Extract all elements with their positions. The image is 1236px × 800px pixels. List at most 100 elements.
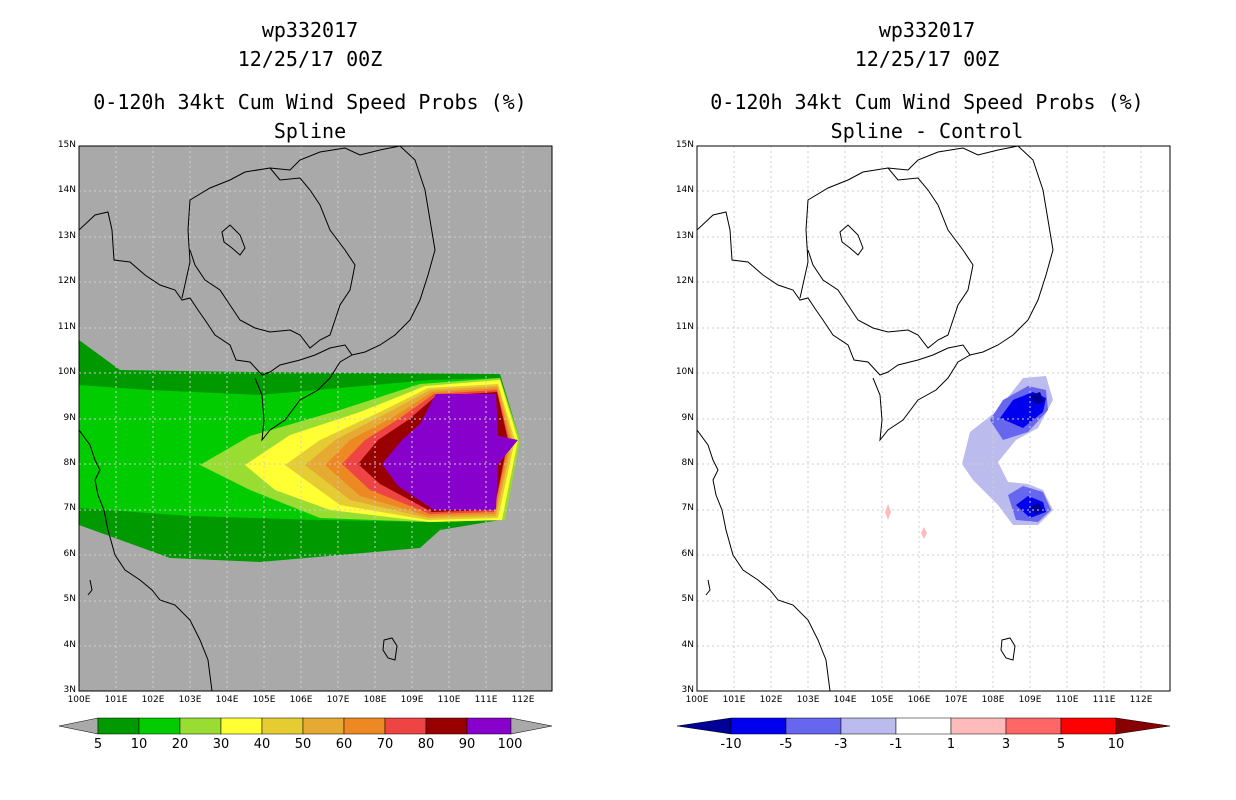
- left-lon-label: 106E: [289, 695, 313, 705]
- right-coastlines: [697, 146, 1054, 691]
- left-lat-label: 13N: [57, 230, 76, 241]
- right-colorbar-high-arrow: [1115, 717, 1171, 735]
- left-colorbar-label: 50: [294, 737, 312, 752]
- left-colorbar-swatch-30: [220, 717, 263, 735]
- left-lon-label: 112E: [511, 695, 535, 705]
- right-lat-label: 7N: [681, 503, 694, 514]
- left-colorbar-label: 60: [335, 737, 353, 752]
- left-lon-label: 103E: [178, 695, 202, 705]
- right-gridlines: [697, 146, 1170, 691]
- left-colorbar-high-arrow: [510, 717, 553, 735]
- left-colorbar-swatch-10: [138, 717, 181, 735]
- right-colorbar-swatch-plus5: [1060, 717, 1117, 735]
- left-title-product: 0-120h 34kt Cum Wind Speed Probs (%): [93, 90, 527, 114]
- left-gridlines: [79, 146, 552, 691]
- left-map: [58, 145, 553, 735]
- right-map: [676, 145, 1171, 735]
- right-lon-label: 100E: [685, 695, 709, 705]
- right-lat-label: 5N: [681, 594, 694, 605]
- diff-contour-minus10: [1028, 392, 1044, 404]
- right-lon-label: 103E: [796, 695, 820, 705]
- left-colorbar-swatch-100: [466, 717, 512, 735]
- right-title-storm-id: wp332017: [878, 18, 976, 42]
- right-subtitle: Spline - Control: [830, 119, 1024, 143]
- left-lon-label: 107E: [326, 695, 350, 705]
- left-lat-label: 14N: [57, 185, 76, 196]
- left-lat-label: 11N: [57, 321, 76, 332]
- right-lon-label: 106E: [907, 695, 931, 705]
- right-lat-label: 6N: [681, 548, 694, 559]
- right-colorbar-label: -1: [889, 737, 903, 752]
- left-colorbar-label: 80: [417, 737, 435, 752]
- left-colorbar-swatch-20: [179, 717, 222, 735]
- left-lat-label: 5N: [63, 594, 76, 605]
- left-colorbar-label: 20: [171, 737, 189, 752]
- right-lon-label: 109E: [1018, 695, 1042, 705]
- left-lon-label: 110E: [437, 695, 461, 705]
- left-colorbar-swatch-60: [343, 717, 386, 735]
- left-colorbar-swatch-80: [425, 717, 468, 735]
- left-lat-label: 7N: [63, 503, 76, 514]
- right-lon-label: 108E: [981, 695, 1005, 705]
- right-colorbar-label: -3: [834, 737, 848, 752]
- right-lat-label: 8N: [681, 457, 694, 468]
- left-colorbar-label: 30: [212, 737, 230, 752]
- right-lon-label: 107E: [944, 695, 968, 705]
- right-lon-label: 102E: [759, 695, 783, 705]
- right-colorbar-swatch-plus3: [1005, 717, 1062, 735]
- left-colorbar-low-arrow: [58, 717, 99, 735]
- right-colorbar-label: 1: [946, 737, 956, 752]
- right-lon-label: 104E: [833, 695, 857, 705]
- left-colorbar-swatch-40: [261, 717, 304, 735]
- left-colorbar-label: 100: [497, 737, 523, 752]
- left-title-datetime: 12/25/17 00Z: [237, 47, 383, 71]
- left-lon-label: 101E: [104, 695, 128, 705]
- left-coastlines: [79, 146, 436, 691]
- right-colorbar-swatch-minus1: [840, 717, 897, 735]
- right-lat-label: 4N: [681, 639, 694, 650]
- left-lon-label: 108E: [363, 695, 387, 705]
- left-title-block: wp332017 12/25/17 00Z 0-120h 34kt Cum Wi…: [60, 16, 560, 146]
- left-lon-label: 100E: [67, 695, 91, 705]
- left-colorbar-swatch-70: [384, 717, 427, 735]
- left-lon-label: 111E: [474, 695, 498, 705]
- right-lon-label: 101E: [722, 695, 746, 705]
- left-colorbar-label: 90: [458, 737, 476, 752]
- left-lon-label: 104E: [215, 695, 239, 705]
- right-lat-label: 3N: [681, 685, 694, 695]
- right-lat-label: 13N: [675, 230, 694, 241]
- left-lon-label: 105E: [252, 695, 276, 705]
- right-lat-label: 15N: [675, 140, 694, 150]
- left-lat-label: 4N: [63, 639, 76, 650]
- right-lon-label: 105E: [870, 695, 894, 705]
- left-colorbar-label: 40: [253, 737, 271, 752]
- right-colorbar-label: -10: [720, 737, 742, 752]
- right-lat-label: 11N: [675, 321, 694, 332]
- right-map-border: [696, 145, 1171, 692]
- left-colorbar: [58, 717, 553, 735]
- right-colorbar-swatch-zero: [895, 717, 952, 735]
- left-colorbar-swatch-50: [302, 717, 345, 735]
- left-lat-label: 9N: [63, 412, 76, 423]
- left-lat-label: 6N: [63, 548, 76, 559]
- left-colorbar-label: 70: [376, 737, 394, 752]
- diff-contour-plus1-b: [921, 527, 927, 539]
- right-lat-label: 9N: [681, 412, 694, 423]
- left-lat-label: 8N: [63, 457, 76, 468]
- diff-contour-plus1-a: [885, 504, 891, 520]
- right-colorbar-label: 5: [1056, 737, 1066, 752]
- left-lat-label: 3N: [63, 685, 76, 695]
- right-colorbar-swatch-minus3: [785, 717, 842, 735]
- left-map-border: [78, 145, 553, 692]
- left-colorbar-label: 5: [93, 737, 103, 752]
- right-colorbar-label: -5: [779, 737, 793, 752]
- left-colorbar-swatch-5: [97, 717, 140, 735]
- right-lon-label: 112E: [1129, 695, 1153, 705]
- right-colorbar-swatch-plus1: [950, 717, 1007, 735]
- right-lon-label: 111E: [1092, 695, 1116, 705]
- right-colorbar-low-arrow: [676, 717, 732, 735]
- contour-100: [382, 394, 518, 510]
- right-title-block: wp332017 12/25/17 00Z 0-120h 34kt Cum Wi…: [677, 16, 1177, 146]
- right-colorbar: [676, 717, 1171, 735]
- left-colorbar-label: 10: [130, 737, 148, 752]
